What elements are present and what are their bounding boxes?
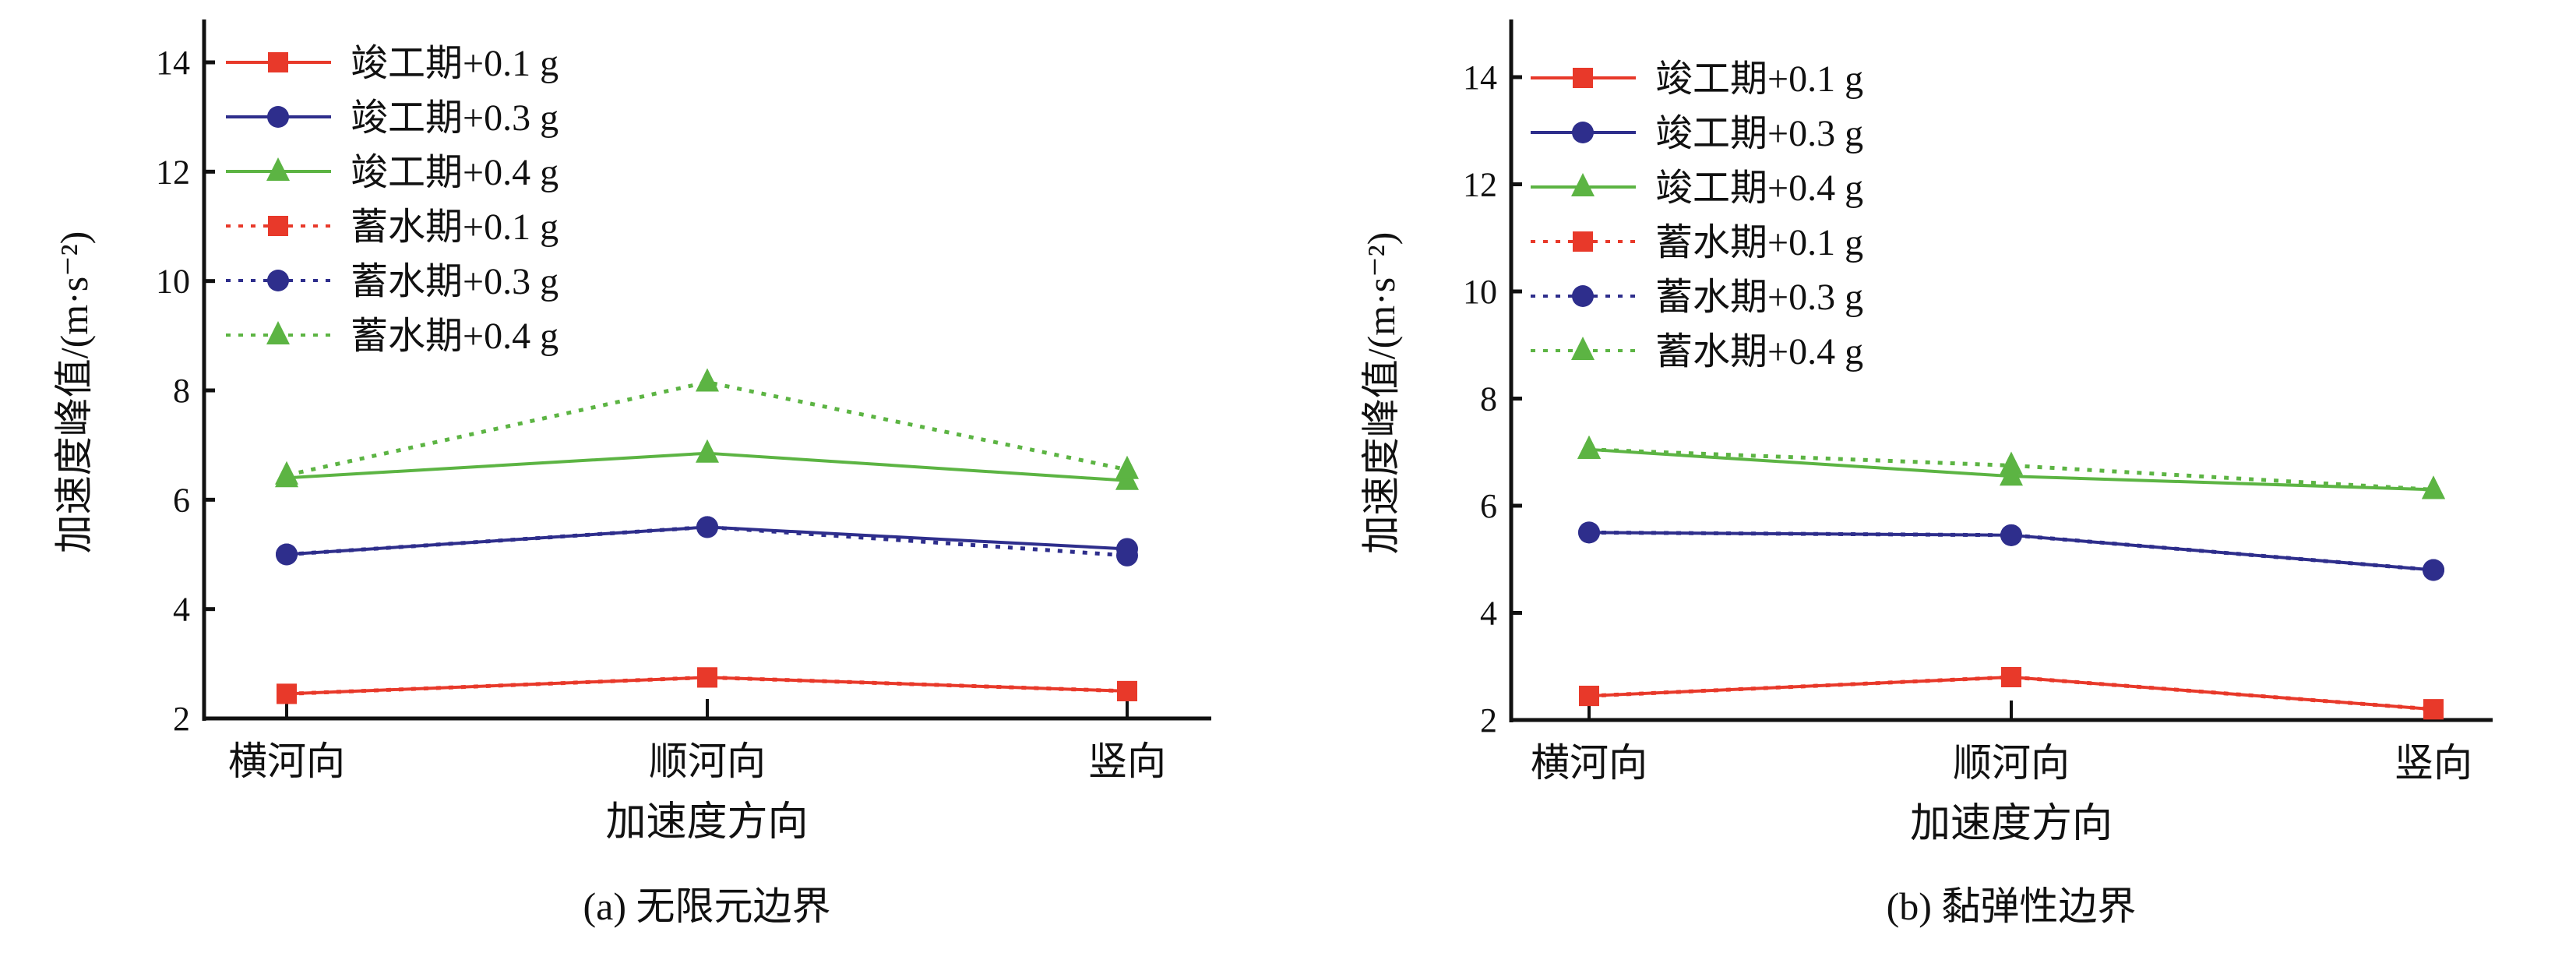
marker-triangle bbox=[266, 157, 290, 181]
series-line bbox=[1577, 435, 2445, 499]
legend-item: 蓄水期+0.1 g bbox=[1531, 222, 1863, 263]
marker-triangle bbox=[2000, 451, 2023, 475]
legend-label: 竣工期+0.4 g bbox=[351, 152, 559, 193]
y-tick-label: 12 bbox=[156, 153, 190, 191]
marker-square bbox=[1117, 680, 1137, 701]
x-tick-label: 竖向 bbox=[2395, 741, 2472, 785]
series-line-path bbox=[1588, 530, 2434, 572]
marker-circle bbox=[2000, 524, 2022, 546]
marker-circle bbox=[696, 516, 718, 538]
marker-triangle bbox=[1571, 337, 1595, 360]
marker-triangle bbox=[1577, 435, 1601, 459]
marker-circle bbox=[1572, 285, 1594, 307]
legend-label: 蓄水期+0.1 g bbox=[351, 206, 559, 248]
legend-item: 竣工期+0.3 g bbox=[1531, 113, 1863, 154]
marker-triangle bbox=[696, 368, 719, 392]
series-line bbox=[276, 516, 1138, 566]
y-tick-label: 14 bbox=[156, 44, 190, 82]
y-tick-label: 2 bbox=[1480, 701, 1497, 739]
x-axis-label: 加速度方向 bbox=[1910, 802, 2113, 846]
legend-label: 竣工期+0.3 g bbox=[1655, 113, 1863, 154]
series-line bbox=[1579, 667, 2444, 720]
series-line bbox=[277, 667, 1137, 704]
y-tick-label: 2 bbox=[173, 700, 190, 738]
y-tick-label: 8 bbox=[1480, 380, 1497, 418]
legend-label: 蓄水期+0.4 g bbox=[351, 316, 559, 357]
x-tick-label: 横河向 bbox=[228, 739, 345, 783]
y-tick-label: 10 bbox=[156, 263, 190, 301]
marker-square bbox=[268, 216, 288, 236]
marker-square bbox=[2001, 667, 2021, 687]
series-line-path bbox=[1588, 447, 2434, 492]
y-tick-label: 4 bbox=[1480, 595, 1497, 633]
marker-circle bbox=[267, 270, 289, 291]
y-tick-label: 12 bbox=[1463, 166, 1497, 204]
legend-item: 蓄水期+0.4 g bbox=[1531, 331, 1863, 372]
marker-square bbox=[268, 52, 288, 72]
marker-triangle bbox=[275, 461, 298, 485]
y-tick-label: 8 bbox=[173, 372, 190, 410]
legend-item: 蓄水期+0.3 g bbox=[1531, 277, 1863, 318]
legend-label: 蓄水期+0.4 g bbox=[1655, 331, 1863, 372]
x-tick-label: 顺河向 bbox=[1953, 741, 2070, 785]
legend-item: 蓄水期+0.3 g bbox=[226, 261, 559, 302]
legend-item: 蓄水期+0.4 g bbox=[226, 316, 559, 357]
x-tick-label: 顺河向 bbox=[649, 739, 766, 783]
marker-circle bbox=[276, 543, 298, 566]
legend-item: 竣工期+0.4 g bbox=[226, 152, 559, 193]
legend-item: 蓄水期+0.1 g bbox=[226, 206, 559, 248]
series-line-path bbox=[286, 524, 1128, 558]
marker-triangle bbox=[266, 321, 290, 344]
legend-label: 竣工期+0.1 g bbox=[351, 43, 559, 84]
legend-label: 竣工期+0.1 g bbox=[1655, 58, 1863, 100]
y-tick-label: 14 bbox=[1463, 58, 1497, 97]
marker-circle bbox=[1578, 521, 1600, 544]
x-tick-label: 竖向 bbox=[1088, 739, 1166, 783]
marker-triangle bbox=[1571, 173, 1595, 196]
marker-square bbox=[277, 683, 297, 704]
y-axis-label: 加速度峰值/(m·s⁻²) bbox=[52, 231, 96, 554]
legend-item: 竣工期+0.4 g bbox=[1531, 168, 1863, 209]
chart-title: (b) 黏弹性边界 bbox=[1887, 884, 2137, 928]
legend-item: 竣工期+0.1 g bbox=[1531, 58, 1863, 100]
legend-label: 竣工期+0.4 g bbox=[1655, 168, 1863, 209]
marker-square bbox=[697, 667, 717, 688]
marker-square bbox=[1579, 686, 1599, 707]
marker-triangle bbox=[2422, 475, 2445, 499]
marker-triangle bbox=[1115, 455, 1139, 479]
marker-circle bbox=[2423, 559, 2444, 581]
marker-square bbox=[2423, 699, 2444, 720]
y-tick-label: 6 bbox=[1480, 487, 1497, 525]
y-tick-label: 10 bbox=[1463, 273, 1497, 311]
legend-label: 蓄水期+0.3 g bbox=[1655, 277, 1863, 318]
series-line-path bbox=[286, 675, 1128, 696]
legend-item: 竣工期+0.1 g bbox=[226, 43, 559, 84]
legend-item: 竣工期+0.3 g bbox=[226, 97, 559, 139]
x-axis-label: 加速度方向 bbox=[605, 800, 808, 845]
legend-label: 蓄水期+0.3 g bbox=[351, 261, 559, 302]
marker-triangle bbox=[696, 439, 719, 463]
marker-circle bbox=[1572, 122, 1594, 143]
series-line bbox=[275, 368, 1139, 485]
y-tick-label: 4 bbox=[173, 591, 190, 629]
y-tick-label: 6 bbox=[173, 481, 190, 519]
marker-circle bbox=[1116, 544, 1138, 566]
chart-title: (a) 无限元边界 bbox=[583, 884, 831, 928]
series-line bbox=[1578, 521, 2444, 581]
marker-square bbox=[1573, 68, 1593, 88]
legend-label: 蓄水期+0.1 g bbox=[1655, 222, 1863, 263]
series-line-path bbox=[1588, 675, 2434, 711]
marker-square bbox=[1573, 231, 1593, 252]
marker-circle bbox=[267, 106, 289, 128]
x-tick-label: 横河向 bbox=[1531, 741, 1647, 785]
y-axis-label: 加速度峰值/(m·s⁻²) bbox=[1359, 232, 1403, 555]
legend-label: 竣工期+0.3 g bbox=[351, 97, 559, 139]
